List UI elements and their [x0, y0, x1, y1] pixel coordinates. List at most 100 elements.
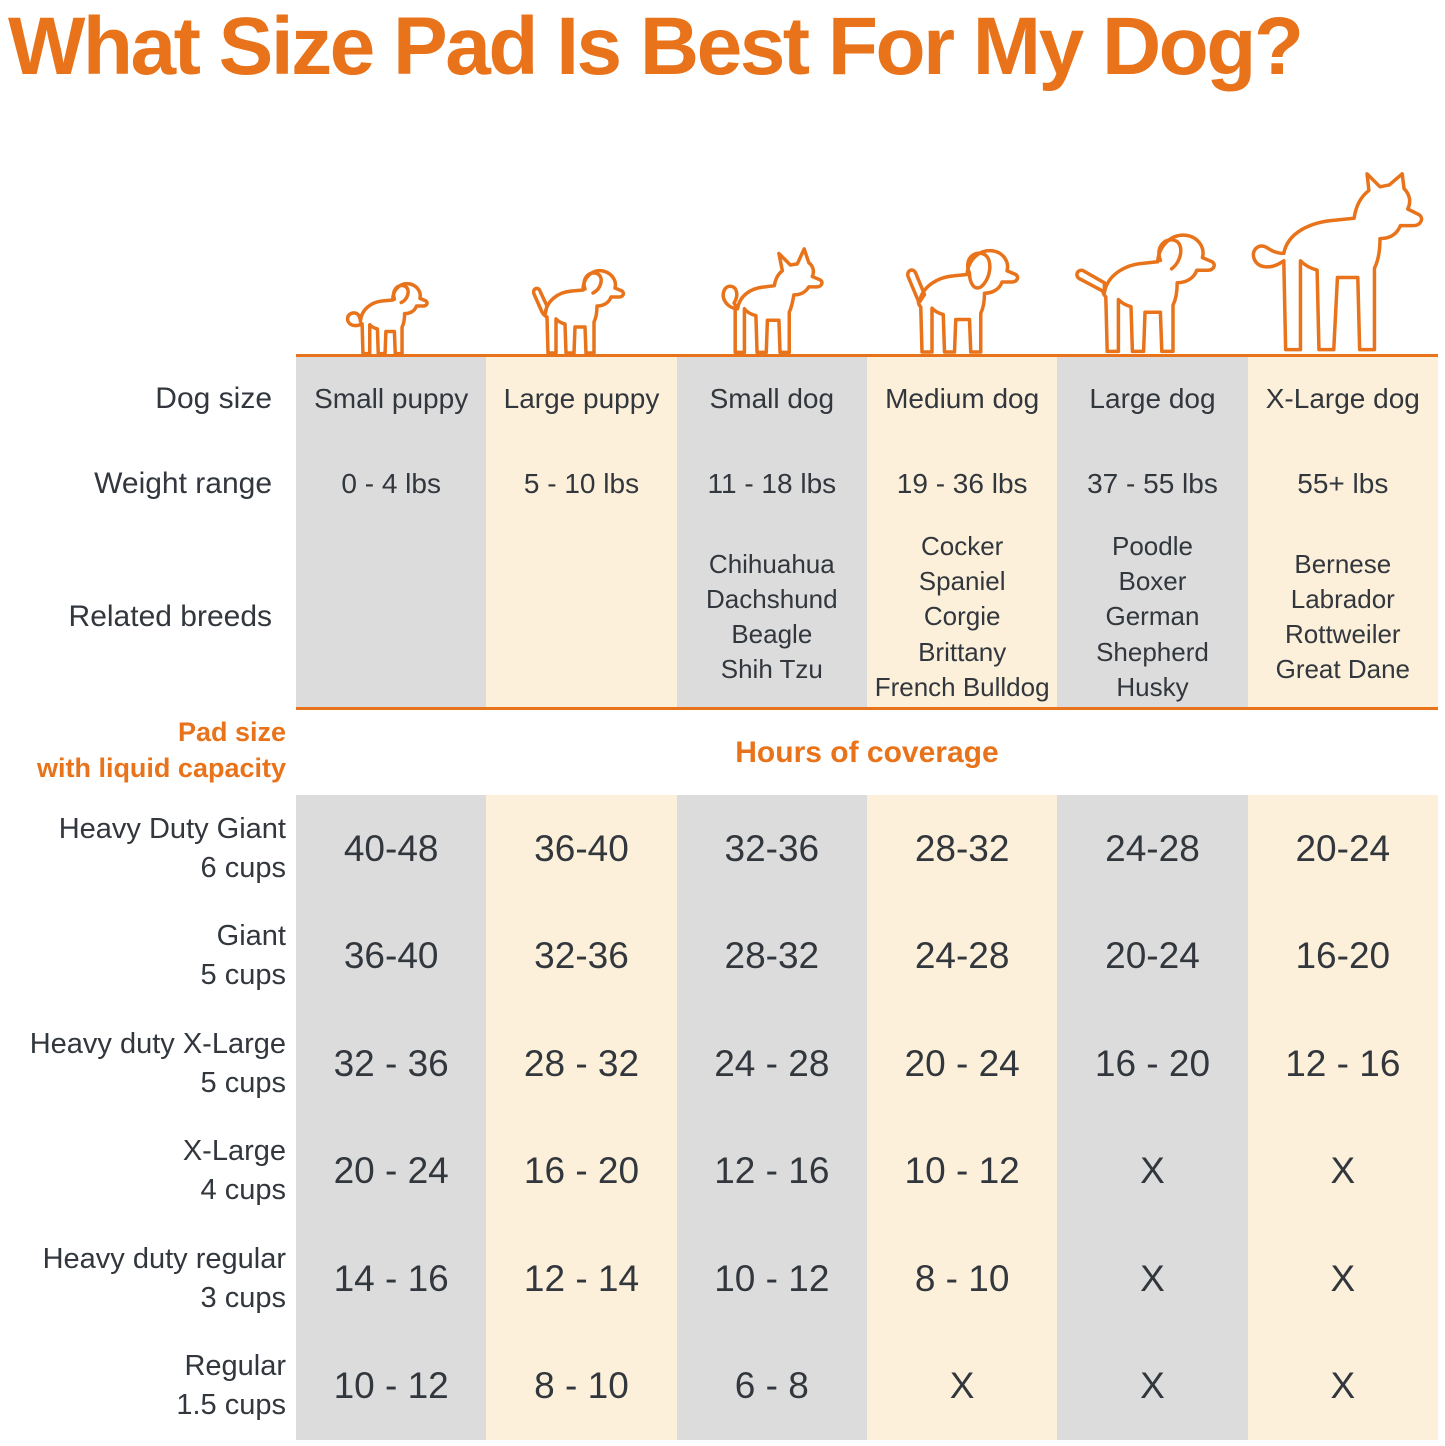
- row-label-dog-size: Dog size: [0, 357, 296, 441]
- hours-value: 20 - 24: [333, 1150, 449, 1192]
- hours-value-cell: 20 - 24: [296, 1117, 487, 1225]
- weight-value: 11 - 18 lbs: [707, 468, 837, 499]
- page-title: What Size Pad Is Best For My Dog?: [8, 1, 1304, 92]
- hours-value-cell: 10 - 12: [296, 1332, 487, 1440]
- breed-name: Labrador: [1290, 583, 1395, 614]
- column-header: Small puppy: [314, 383, 469, 414]
- hours-value-cell: 32 - 36: [296, 1010, 487, 1118]
- hours-value: 24-28: [1105, 827, 1200, 869]
- hours-value: 10 - 12: [333, 1365, 449, 1407]
- small-puppy-icon: [340, 272, 442, 357]
- hours-value-cell: 32-36: [676, 795, 867, 903]
- hours-value-cell: X: [1247, 1117, 1438, 1225]
- hours-value: X: [1330, 1365, 1356, 1407]
- hours-value: 28 - 32: [523, 1042, 640, 1084]
- hours-value-cell: 12 - 14: [486, 1225, 677, 1333]
- breed-name: French Bulldog: [874, 671, 1050, 702]
- pad-row-label: Giant 5 cups: [0, 903, 296, 1011]
- hours-value-cell: 8 - 10: [866, 1225, 1058, 1333]
- breed-name: Chihuahua: [708, 548, 835, 579]
- pad-name: Giant: [216, 920, 286, 953]
- related-breeds-cell: Bernese Labrador Rottweiler Great Dane: [1247, 527, 1438, 707]
- row-label-weight-range: Weight range: [0, 441, 296, 527]
- dog-size-cell: Small dog: [676, 357, 867, 441]
- weight-value: 5 - 10 lbs: [523, 468, 640, 499]
- hours-value: 20-24: [1295, 827, 1391, 869]
- breed-name: Poodle: [1111, 531, 1193, 562]
- pad-capacity: 5 cups: [200, 1066, 286, 1099]
- hours-value-cell: 24-28: [1057, 795, 1248, 903]
- hours-value-cell: 20 - 24: [866, 1010, 1058, 1118]
- pad-name: Heavy Duty Giant: [58, 812, 286, 845]
- related-breeds-cell: Cocker Spaniel Corgie Brittany French Bulld…: [866, 527, 1058, 707]
- breed-name: Great Dane: [1275, 654, 1410, 685]
- pad-capacity: 3 cups: [200, 1281, 286, 1314]
- hours-value: X: [1330, 1150, 1356, 1192]
- hours-value-cell: 40-48: [296, 795, 487, 903]
- pad-name: Heavy duty X-Large: [29, 1027, 286, 1060]
- large-puppy-icon: [521, 257, 641, 357]
- hours-value: 40-48: [343, 827, 439, 869]
- dog-size-cell: Large dog: [1057, 357, 1248, 441]
- hours-of-coverage-text: Hours of coverage: [735, 735, 999, 769]
- row-label-text: Dog size: [155, 382, 272, 415]
- dog-slot: [1248, 168, 1438, 355]
- column-header: Medium dog: [885, 383, 1040, 414]
- weight-value: 19 - 36 lbs: [896, 468, 1028, 499]
- weight-value: 55+ lbs: [1297, 468, 1389, 499]
- breed-name: Dachshund: [706, 583, 838, 614]
- breed-name: Corgie: [923, 601, 1001, 632]
- hours-value-cell: X: [1247, 1332, 1438, 1440]
- row-label-text: Weight range: [94, 467, 272, 500]
- hours-value-cell: 32-36: [486, 902, 677, 1010]
- hours-value: 24 - 28: [714, 1042, 830, 1084]
- hours-value-cell: X: [1057, 1225, 1248, 1333]
- pad-name: Regular: [184, 1350, 286, 1383]
- hours-value: X: [1140, 1257, 1165, 1299]
- weight-range-cell: 55+ lbs: [1247, 441, 1438, 527]
- column-header: X-Large dog: [1265, 383, 1420, 414]
- weight-range-cell: 0 - 4 lbs: [296, 441, 487, 527]
- column-header: Large puppy: [503, 383, 660, 414]
- dog-size-cell: X-Large dog: [1247, 357, 1438, 441]
- hours-value-cell: 28 - 32: [486, 1010, 677, 1118]
- breed-name: Brittany: [918, 636, 1007, 667]
- hours-value-cell: 28-32: [866, 795, 1058, 903]
- dog-size-cell: Small puppy: [296, 357, 487, 441]
- hours-of-coverage-header: Hours of coverage: [296, 707, 1438, 795]
- breed-name: Boxer: [1118, 566, 1187, 597]
- hours-value-cell: X: [866, 1332, 1058, 1440]
- hours-value: 14 - 16: [333, 1257, 449, 1299]
- medium-dog-icon: [887, 232, 1037, 357]
- pad-capacity: 4 cups: [200, 1174, 286, 1207]
- hours-value-cell: 10 - 12: [866, 1117, 1058, 1225]
- breed-name: German Shepherd: [1096, 601, 1209, 667]
- hours-value: 20 - 24: [904, 1042, 1020, 1084]
- pad-size-label-line: Pad size: [177, 717, 286, 748]
- small-dog-icon: [703, 242, 841, 357]
- hours-value-cell: 16 - 20: [1057, 1010, 1248, 1118]
- row-label-text: Related breeds: [68, 600, 272, 633]
- ground-line: [296, 354, 1438, 357]
- hours-value-cell: 20-24: [1057, 902, 1248, 1010]
- hours-value-cell: 24-28: [866, 902, 1058, 1010]
- dog-slot: [1057, 168, 1247, 355]
- dog-slot: [486, 168, 676, 355]
- pad-size-label: Pad size with liquid capacity: [0, 707, 296, 795]
- breed-name: Rottweiler: [1285, 619, 1401, 649]
- hours-value: 24-28: [914, 935, 1010, 977]
- dog-size-cell: Large puppy: [486, 357, 677, 441]
- dog-slot: [867, 168, 1057, 355]
- pad-row-label: Regular 1.5 cups: [0, 1333, 296, 1441]
- pad-capacity: 1.5 cups: [176, 1389, 286, 1422]
- hours-value-cell: 36-40: [296, 902, 487, 1010]
- hours-value-cell: 6 - 8: [676, 1332, 867, 1440]
- breed-name: Beagle: [731, 619, 813, 649]
- hours-value-cell: 12 - 16: [1247, 1010, 1438, 1118]
- hours-value-cell: 10 - 12: [676, 1225, 867, 1333]
- hours-value-cell: 14 - 16: [296, 1225, 487, 1333]
- related-breeds-cell: Poodle Boxer German Shepherd Husky: [1057, 527, 1248, 707]
- x-large-dog-icon: [1232, 172, 1445, 357]
- weight-range-cell: 19 - 36 lbs: [866, 441, 1058, 527]
- hours-value-cell: 8 - 10: [486, 1332, 677, 1440]
